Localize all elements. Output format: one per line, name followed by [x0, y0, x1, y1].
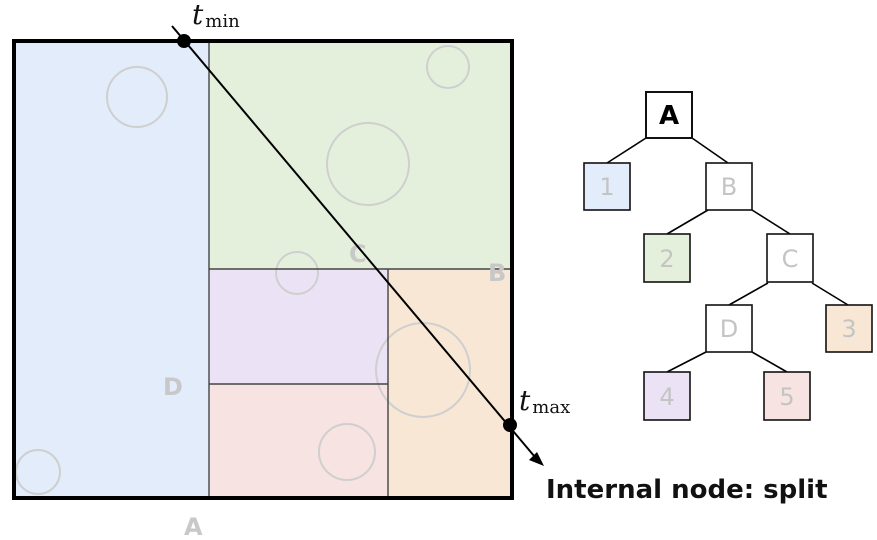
tree-leaf-3-box: [825, 304, 873, 353]
primitive-circle: [275, 251, 319, 295]
tree-leaf-4-box: [643, 371, 691, 421]
tree-leaf-3: 3: [825, 304, 873, 353]
tree-leaf-3-label: 3: [841, 315, 856, 343]
split-label-c: C: [349, 240, 367, 268]
t-max-sub: max: [532, 397, 570, 418]
tree-node-d-label: D: [720, 315, 738, 343]
edge-a-b: [691, 137, 729, 164]
tree-node-a: A: [645, 91, 693, 139]
tree-edges: [606, 137, 849, 373]
tree-leaf-5-label: 5: [779, 383, 794, 411]
split-label-b: B: [488, 259, 506, 287]
tree-leaf-2-label: 2: [659, 245, 674, 273]
edge-b-c: [751, 209, 791, 235]
tree-leaf-5-box: [763, 371, 811, 421]
tree-node-c-box: [766, 233, 814, 283]
primitive-circles: [15, 45, 471, 495]
kd-tree: A 1 B 2 C D 3: [583, 91, 873, 421]
tree-nodes: A 1 B 2 C D 3: [583, 91, 873, 421]
split-label-a: A: [184, 513, 203, 540]
edge-c-3: [811, 282, 849, 306]
region-2: [209, 41, 512, 269]
region-1: [14, 41, 209, 498]
tree-leaf-1-box: [583, 162, 631, 211]
region-5: [209, 384, 388, 498]
primitive-circle: [326, 122, 410, 206]
t-max-label: t max: [519, 384, 570, 418]
tree-leaf-2-box: [643, 233, 691, 283]
tree-node-d-box: [705, 304, 753, 353]
tree-node-b-label: B: [721, 173, 737, 201]
split-label-d: D: [163, 373, 183, 401]
scene-bounds: [12, 39, 514, 500]
primitive-circle: [426, 45, 470, 89]
edge-b-2: [666, 209, 709, 235]
t-min-var: t: [192, 0, 204, 31]
ray: [171, 25, 544, 466]
region-4: [209, 269, 388, 384]
ray-line: [171, 25, 541, 464]
tree-leaf-2: 2: [643, 233, 691, 283]
primitive-circle: [106, 66, 168, 128]
t-min-label: t min: [192, 0, 240, 32]
tree-node-d: D: [705, 304, 753, 353]
tree-leaf-5: 5: [763, 371, 811, 421]
edge-d-4: [666, 351, 707, 373]
tree-node-b-box: [705, 162, 753, 211]
edge-a-1: [606, 137, 647, 164]
tree-node-a-box: [645, 91, 693, 139]
edge-d-5: [751, 351, 788, 373]
tree-node-c-label: C: [782, 245, 799, 273]
tree-leaf-4: 4: [643, 371, 691, 421]
tree-leaf-4-label: 4: [659, 383, 674, 411]
tree-node-c: C: [766, 233, 814, 283]
tree-node-a-label: A: [659, 101, 679, 131]
split-lines: [208, 41, 512, 498]
tree-node-b: B: [705, 162, 753, 211]
t-min-sub: min: [205, 11, 240, 32]
t-max-var: t: [519, 384, 531, 417]
primitive-circle: [318, 423, 376, 481]
caption: Internal node: split: [546, 475, 828, 505]
space-partition: [12, 39, 514, 500]
tree-leaf-1: 1: [583, 162, 631, 211]
t-min-point: [177, 34, 191, 48]
ray-arrowhead: [529, 452, 544, 466]
edge-c-d: [728, 282, 769, 306]
t-max-point: [503, 418, 517, 432]
tree-leaf-1-label: 1: [599, 173, 614, 201]
